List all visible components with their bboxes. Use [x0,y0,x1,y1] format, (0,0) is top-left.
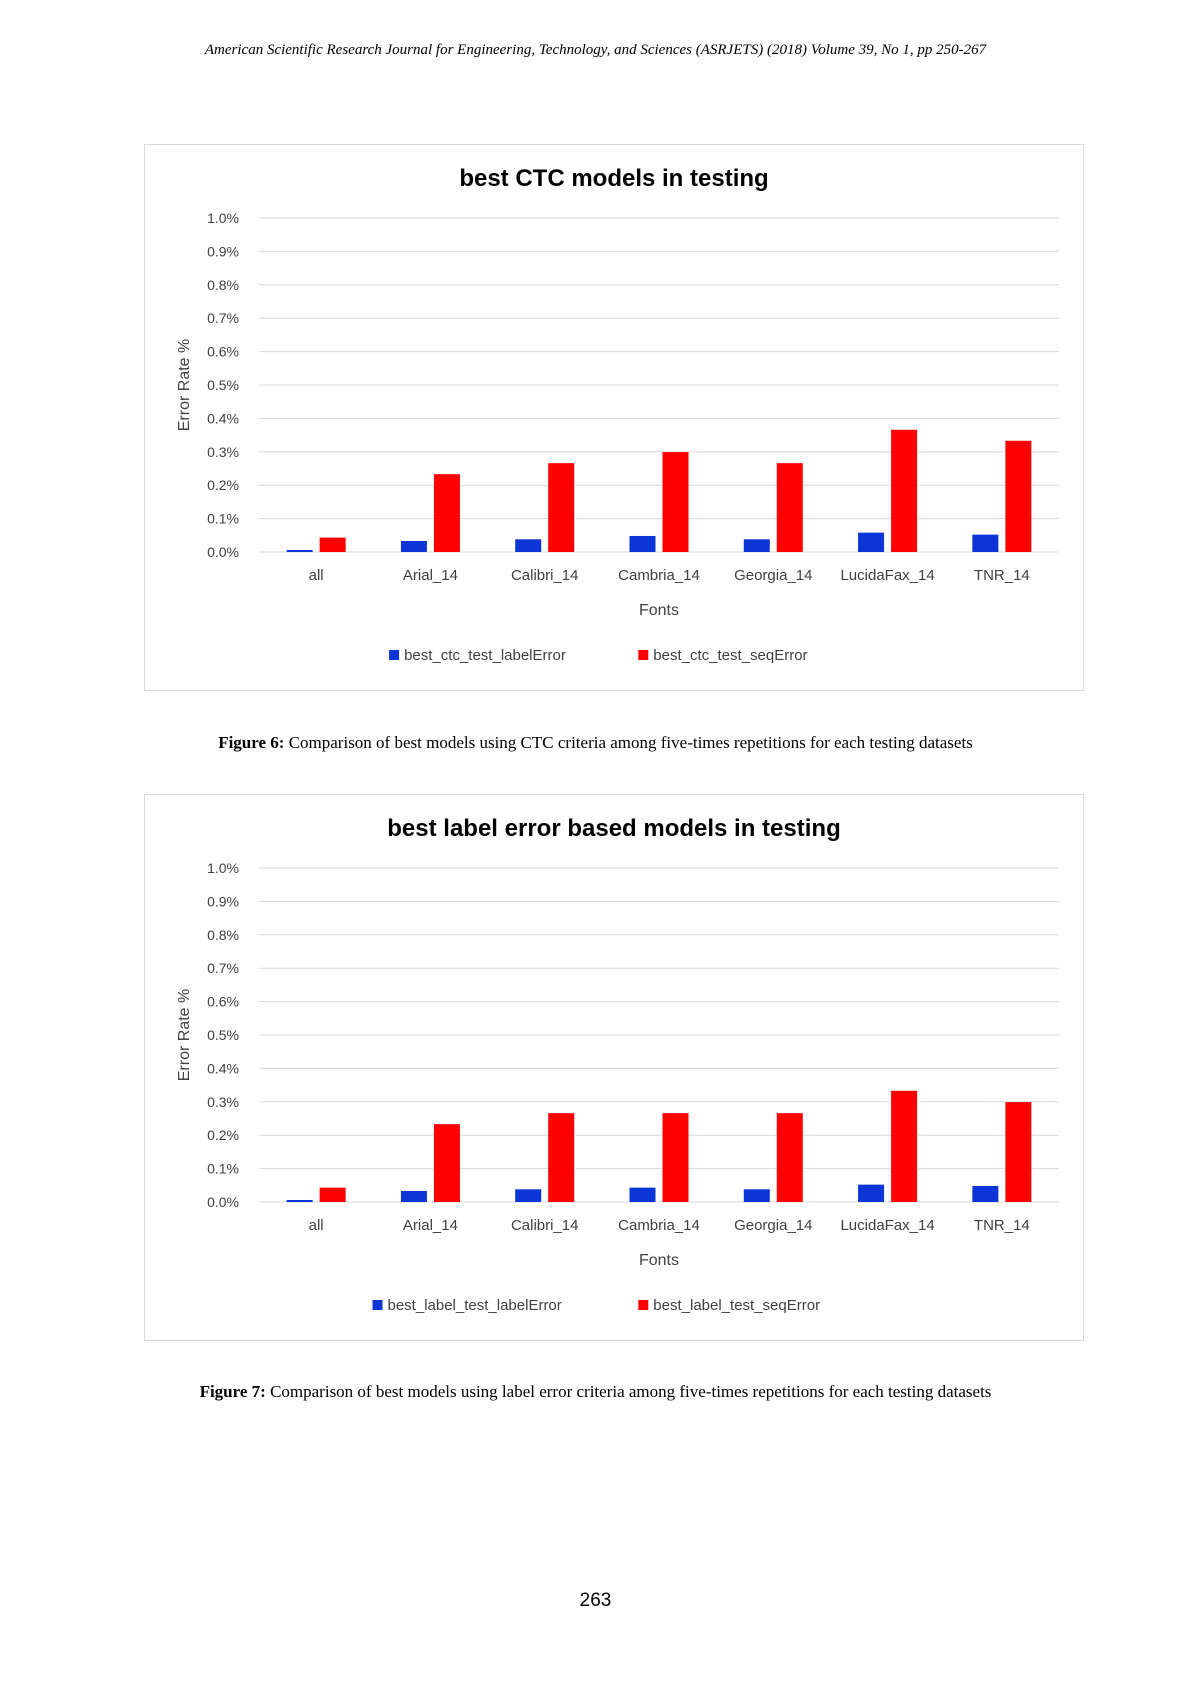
y-tick-label: 0.2% [207,477,239,493]
legend-swatch [638,1300,649,1310]
figure-6-chart-svg: best CTC models in testing 0.0% 0.1% 0.2% 0.… [176,165,1059,664]
bar-best_label_test_labelError [743,1189,770,1202]
x-tick-label: Georgia_14 [734,567,812,584]
x-axis-label: Fonts [639,1252,679,1269]
bar-best_label_test_seqError [319,1187,346,1202]
bar-best_ctc_test_seqError [433,474,460,552]
y-tick-label: 0.4% [207,1060,239,1076]
bar-best_label_test_labelError [972,1185,999,1202]
figure-7-caption-label: Figure 7: [199,1382,266,1401]
x-tick-label: Georgia_14 [734,1217,812,1234]
figure-6-caption-text: Comparison of best models using CTC crit… [284,733,973,752]
chart-title: best CTC models in testing [459,165,768,192]
bar-best_label_test_seqError [776,1113,803,1202]
y-axis-label: Error Rate % [176,339,193,431]
bar-best_label_test_labelError [629,1187,656,1202]
x-tick-label: TNR_14 [974,567,1030,584]
legend-label: best_ctc_test_labelError [404,647,566,664]
legend-swatch [638,650,649,660]
x-axis-label: Fonts [639,602,679,619]
bar-best_ctc_test_labelError [858,532,885,552]
y-tick-label: 0.5% [207,1027,239,1043]
x-tick-label: Arial_14 [403,567,458,584]
bar-best_ctc_test_labelError [515,539,542,552]
bar-best_ctc_test_seqError [548,463,575,552]
bar-best_ctc_test_labelError [286,549,313,552]
bar-best_label_test_labelError [515,1189,542,1202]
bar-best_label_test_labelError [858,1184,885,1202]
y-tick-label: 0.5% [207,377,239,393]
y-tick-label: 0.0% [207,544,239,560]
bar-best_label_test_labelError [400,1190,427,1202]
legend-label: best_label_test_seqError [653,1297,820,1314]
y-tick-label: 0.9% [207,893,239,909]
y-tick-label: 0.7% [207,960,239,976]
figure-7-caption: Figure 7: Comparison of best models usin… [150,1375,1041,1409]
bar-best_ctc_test_labelError [629,535,656,552]
y-tick-label: 0.6% [207,994,239,1010]
y-tick-label: 0.9% [207,243,239,259]
page-number: 263 [579,1590,612,1611]
y-tick-label: 0.1% [207,511,239,527]
bar-best_label_test_seqError [891,1090,918,1202]
bar-best_ctc_test_seqError [776,463,803,552]
x-tick-label: Calibri_14 [511,1217,579,1234]
x-tick-label: TNR_14 [974,1217,1030,1234]
figure-7-chart-svg: best label error based models in testing… [176,815,1059,1314]
x-tick-label: all [309,1217,324,1234]
x-tick-label: LucidaFax_14 [840,567,934,584]
y-tick-label: 0.0% [207,1194,239,1210]
figure-6-caption: Figure 6: Comparison of best models usin… [150,726,1041,760]
y-tick-label: 0.4% [207,410,239,426]
bar-best_ctc_test_seqError [891,429,918,552]
bar-best_ctc_test_labelError [400,540,427,552]
y-tick-label: 0.6% [207,344,239,360]
bar-best_label_test_seqError [548,1113,575,1202]
running-header: American Scientific Research Journal for… [204,42,987,58]
y-tick-label: 1.0% [207,210,239,226]
legend-swatch [389,650,400,660]
figure-7-chart: best label error based models in testing… [144,794,1084,1341]
x-tick-label: Arial_14 [403,1217,458,1234]
figure-7-caption-text: Comparison of best models using label er… [265,1382,992,1401]
x-tick-label: Calibri_14 [511,567,579,584]
bar-best_label_test_seqError [433,1124,460,1202]
bar-best_ctc_test_seqError [662,452,689,552]
y-tick-label: 0.8% [207,277,239,293]
bar-best_ctc_test_seqError [319,537,346,552]
x-tick-label: all [309,567,324,584]
x-tick-label: LucidaFax_14 [840,1217,934,1234]
y-axis-label: Error Rate % [176,989,193,1081]
x-tick-label: Cambria_14 [618,1217,700,1234]
y-tick-label: 0.1% [207,1161,239,1177]
y-tick-label: 1.0% [207,860,239,876]
figure-6-caption-label: Figure 6: [218,733,285,752]
bar-best_ctc_test_seqError [1005,440,1032,552]
figure-6-chart: best CTC models in testing 0.0% 0.1% 0.2% 0.… [144,144,1084,691]
x-tick-label: Cambria_14 [618,567,700,584]
y-tick-label: 0.2% [207,1127,239,1143]
bar-best_ctc_test_labelError [972,534,999,552]
bar-best_label_test_labelError [286,1199,313,1202]
y-tick-label: 0.8% [207,927,239,943]
legend-label: best_label_test_labelError [388,1297,562,1314]
y-tick-label: 0.3% [207,444,239,460]
chart-title: best label error based models in testing [387,815,840,842]
legend-label: best_ctc_test_seqError [653,647,807,664]
y-tick-label: 0.7% [207,310,239,326]
legend-swatch [372,1300,383,1310]
bar-best_ctc_test_labelError [743,539,770,552]
bar-best_label_test_seqError [1005,1102,1032,1202]
bar-best_label_test_seqError [662,1113,689,1202]
y-tick-label: 0.3% [207,1094,239,1110]
